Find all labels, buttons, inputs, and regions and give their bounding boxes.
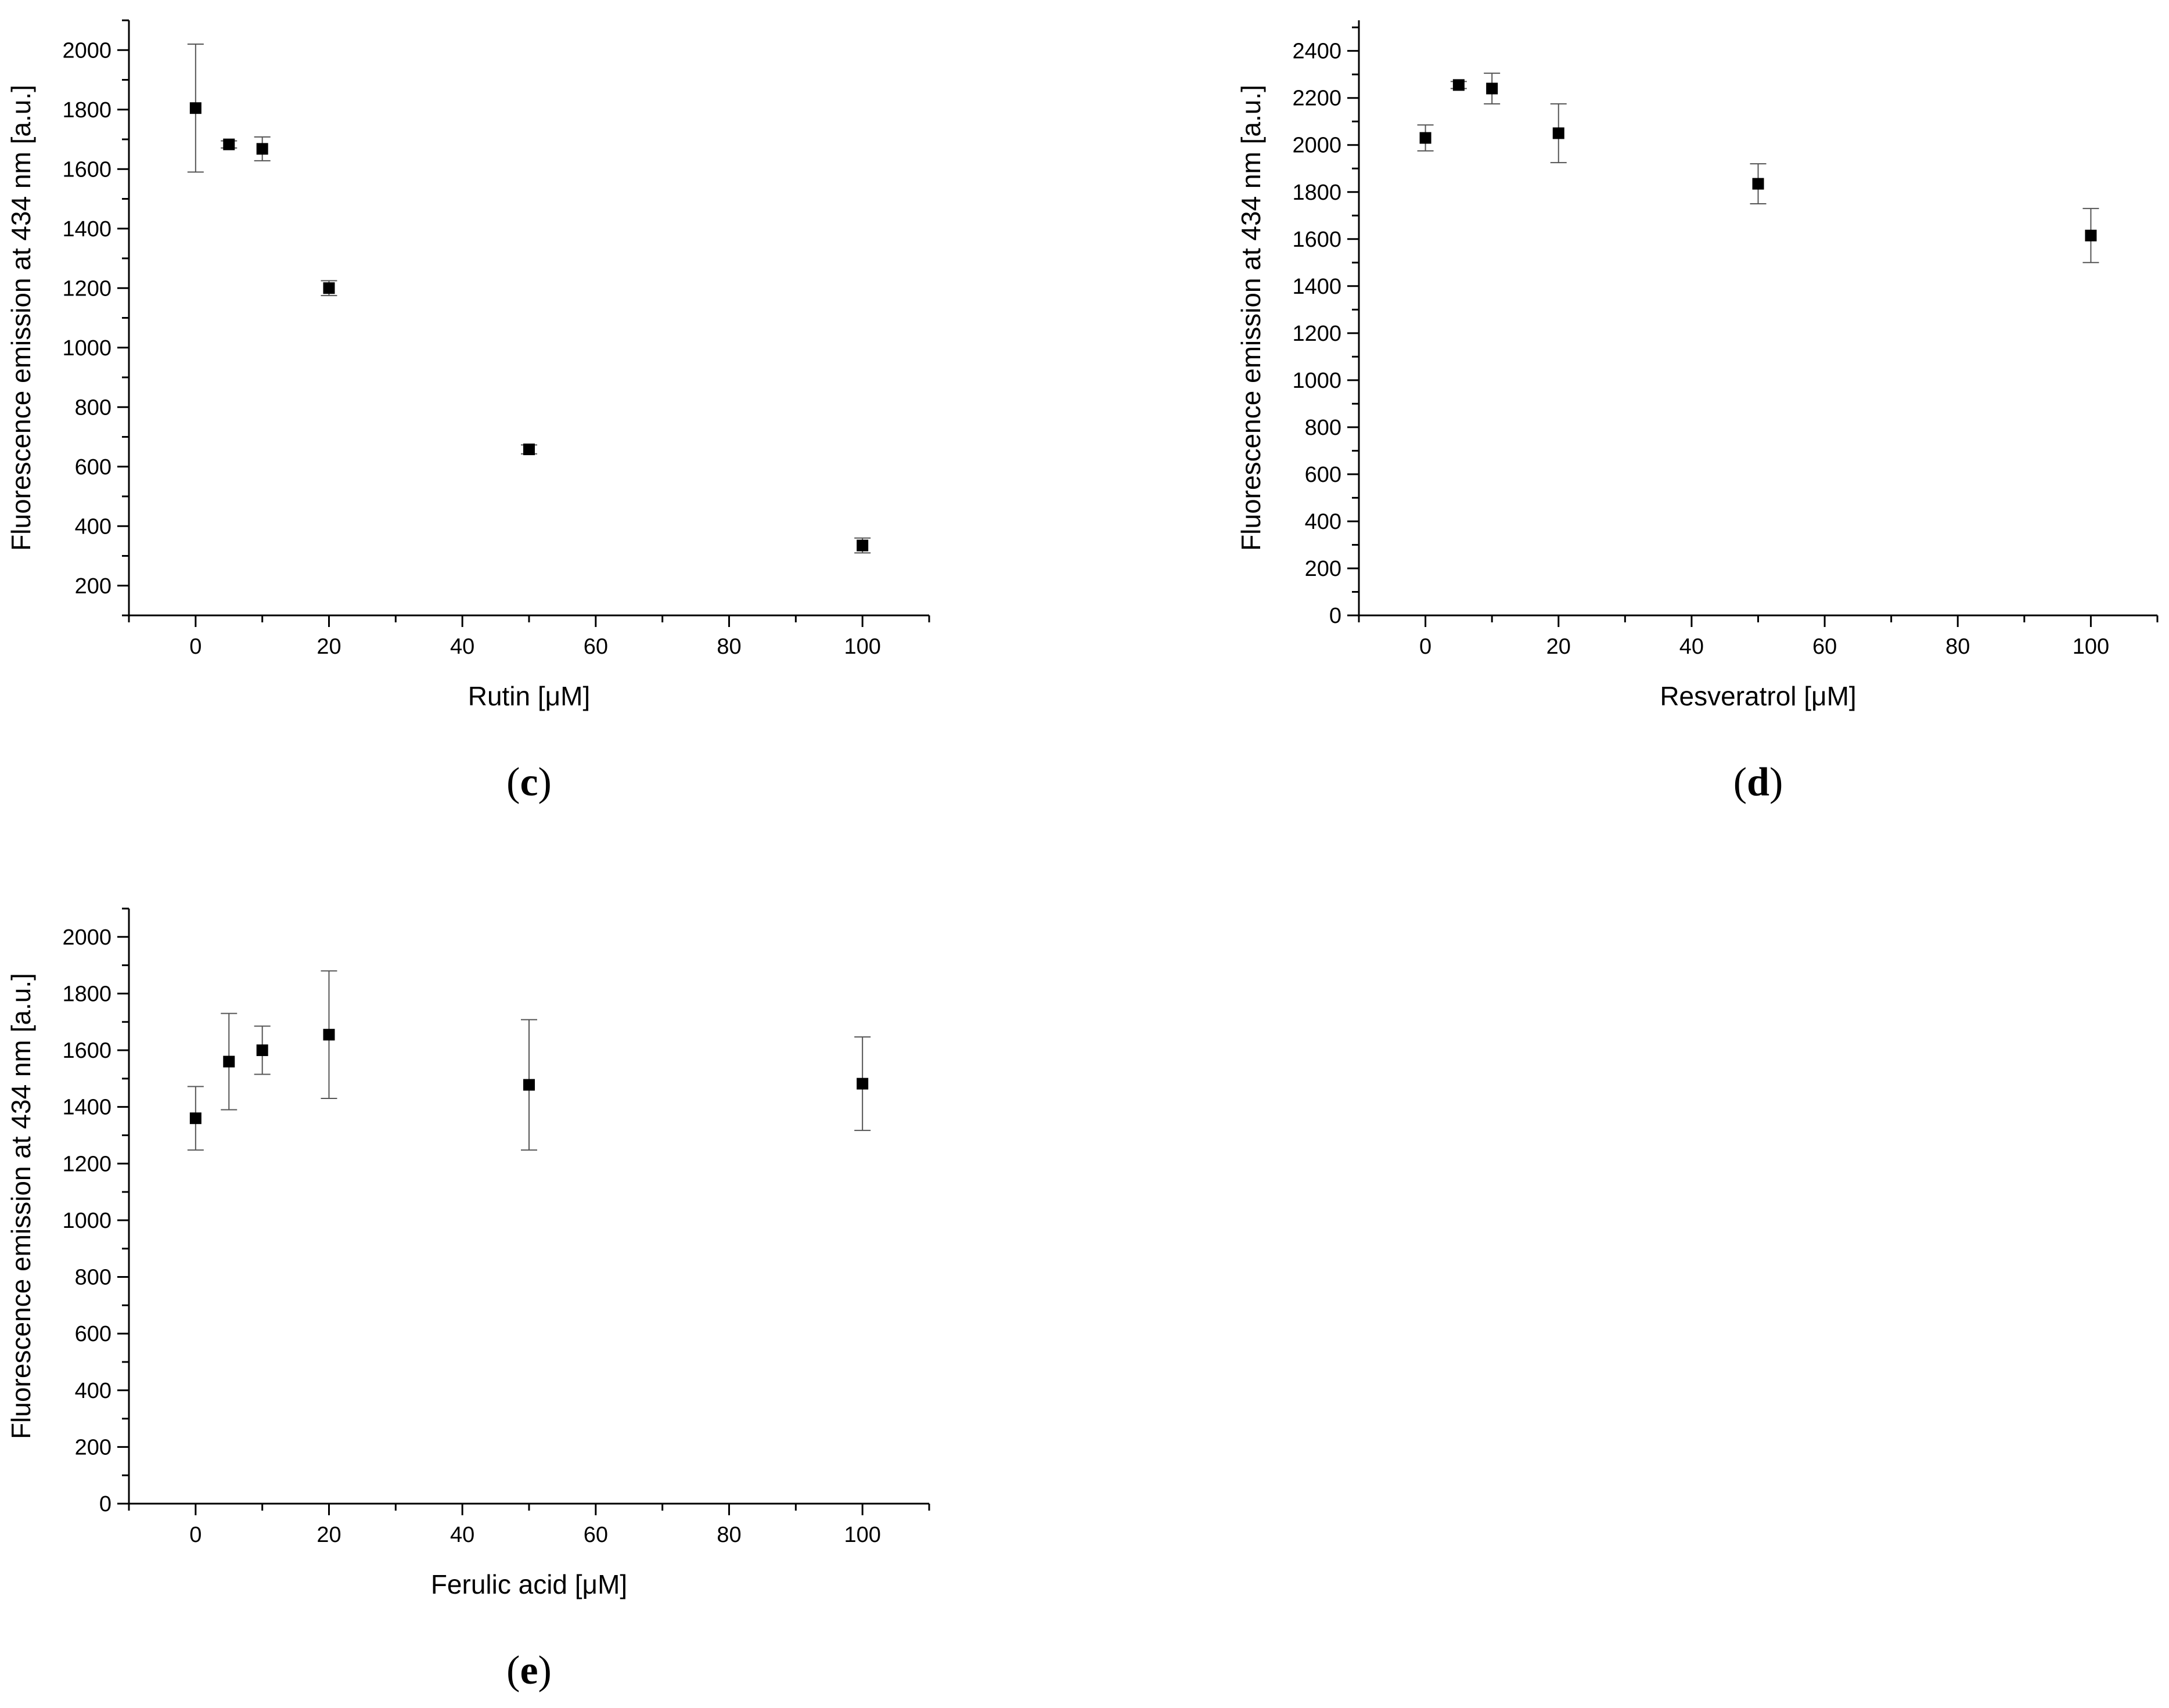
panel-d-y-tick-label: 0 <box>1329 604 1341 628</box>
chart-panel-c: 0 20 40 60 80 100 200 400 600 800 1000 1200 1400 1600… <box>6 19 930 805</box>
panel-e-y-tick-label: 800 <box>75 1266 111 1290</box>
panel-c-data-point <box>256 143 268 155</box>
panel-d-x-tick-label: 60 <box>1812 635 1837 659</box>
panel-c-y-axis-title: Fluorescence emission at 434 nm [a.u.] <box>6 85 36 551</box>
panel-e-x-tick-label: 100 <box>844 1523 880 1547</box>
panel-e-data-point <box>857 1078 869 1090</box>
panel-c-x-tick-label: 100 <box>844 635 880 659</box>
panel-c-label: (c) <box>506 760 552 805</box>
panel-c-y-tick-label: 1000 <box>62 336 111 361</box>
panel-c-data-point <box>223 138 235 150</box>
panel-d-y-tick-label: 800 <box>1305 416 1341 440</box>
panel-c-y-tick-label: 1400 <box>62 217 111 242</box>
panel-d-y-tick-label: 600 <box>1305 463 1341 487</box>
panel-c-y-tick-label: 600 <box>75 455 111 480</box>
panel-d-x-tick-label: 80 <box>1945 635 1970 659</box>
panel-c-x-axis-title: Rutin [μM] <box>468 681 591 711</box>
panel-d-x-tick-label: 20 <box>1546 635 1571 659</box>
panel-d-data-point <box>2085 229 2097 242</box>
panel-d-label: (d) <box>1733 760 1783 805</box>
panel-c-data-point <box>189 102 202 114</box>
panel-c-y-tick-label: 2000 <box>62 38 111 63</box>
panel-d-y-tick-label: 2200 <box>1292 87 1341 111</box>
panel-d-x-axis-title: Resveratrol [μM] <box>1660 681 1856 711</box>
panel-c-data-point <box>857 539 869 552</box>
panel-e-x-tick-label: 60 <box>584 1523 608 1547</box>
panel-e-y-tick-label: 200 <box>75 1435 111 1460</box>
panel-e-y-axis-title: Fluorescence emission at 434 nm [a.u.] <box>6 973 36 1439</box>
panel-d-y-tick-label: 1600 <box>1292 228 1341 252</box>
panel-e-x-tick-label: 0 <box>189 1523 202 1547</box>
panel-c-data-point <box>323 282 335 294</box>
panel-e-y-tick-label: 1600 <box>62 1039 111 1063</box>
panel-d-y-tick-label: 1800 <box>1292 181 1341 205</box>
panel-e-y-tick-label: 1000 <box>62 1209 111 1233</box>
panel-e-y-tick-label: 2000 <box>62 925 111 950</box>
panel-e-x-axis-title: Ferulic acid [μM] <box>431 1569 627 1599</box>
panel-e-y-tick-label: 1400 <box>62 1096 111 1120</box>
panel-c-y-tick-label: 1800 <box>62 98 111 122</box>
panel-d-data-point <box>1452 79 1465 91</box>
panel-c-data-point <box>523 444 535 456</box>
panel-e-y-tick-label: 600 <box>75 1322 111 1346</box>
panel-d-data-point <box>1486 82 1498 95</box>
panel-c-y-tick-label: 800 <box>75 395 111 420</box>
panel-e-data-point <box>323 1029 335 1041</box>
panel-d-y-tick-label: 2000 <box>1292 134 1341 158</box>
panel-e-data-point <box>223 1055 235 1068</box>
panel-e-data-point <box>256 1044 268 1057</box>
panel-c-x-tick-label: 0 <box>189 635 202 659</box>
panel-e-y-tick-label: 1800 <box>62 982 111 1006</box>
panel-d-y-tick-label: 200 <box>1305 557 1341 581</box>
panel-c-y-tick-label: 1200 <box>62 276 111 301</box>
chart-panel-e: 0 20 40 60 80 1000200400600800100012001400160… <box>6 907 930 1693</box>
panel-e-x-tick-label: 20 <box>316 1523 341 1547</box>
panel-c-x-tick-label: 60 <box>584 635 608 659</box>
panel-d-data-point <box>1752 178 1764 190</box>
panel-d-data-point <box>1419 132 1431 144</box>
panel-c-y-tick-label: 200 <box>75 574 111 599</box>
panel-d-y-tick-label: 400 <box>1305 510 1341 534</box>
panel-d-y-tick-label: 1400 <box>1292 275 1341 299</box>
panel-e-x-tick-label: 40 <box>450 1523 474 1547</box>
panel-d-data-point <box>1552 127 1564 139</box>
panel-c-y-tick-label: 400 <box>75 514 111 539</box>
panel-e-data-point <box>523 1079 535 1091</box>
panel-e-y-tick-label: 1200 <box>62 1152 111 1176</box>
panel-d-y-axis-title: Fluorescence emission at 434 nm [a.u.] <box>1236 85 1266 551</box>
panel-e-y-tick-label: 0 <box>99 1492 111 1516</box>
panel-d-y-tick-label: 1000 <box>1292 369 1341 393</box>
panel-e-x-tick-label: 80 <box>717 1523 741 1547</box>
panel-d-x-tick-label: 0 <box>1419 635 1431 659</box>
panel-d-x-tick-label: 40 <box>1679 635 1704 659</box>
panel-d-y-tick-label: 2400 <box>1292 39 1341 64</box>
panel-c-x-tick-label: 20 <box>316 635 341 659</box>
panel-d-x-tick-label: 100 <box>2073 635 2109 659</box>
panel-e-y-tick-label: 400 <box>75 1379 111 1403</box>
panel-c-y-tick-label: 1600 <box>62 157 111 182</box>
panel-e-data-point <box>189 1112 202 1125</box>
panel-e-label: (e) <box>506 1648 552 1693</box>
panel-c-x-tick-label: 80 <box>717 635 741 659</box>
panel-d-y-tick-label: 1200 <box>1292 322 1341 346</box>
chart-panel-d: 0 20 40 60 80 1000200400600800100012001400160… <box>1236 20 2159 805</box>
panel-c-x-tick-label: 40 <box>450 635 474 659</box>
